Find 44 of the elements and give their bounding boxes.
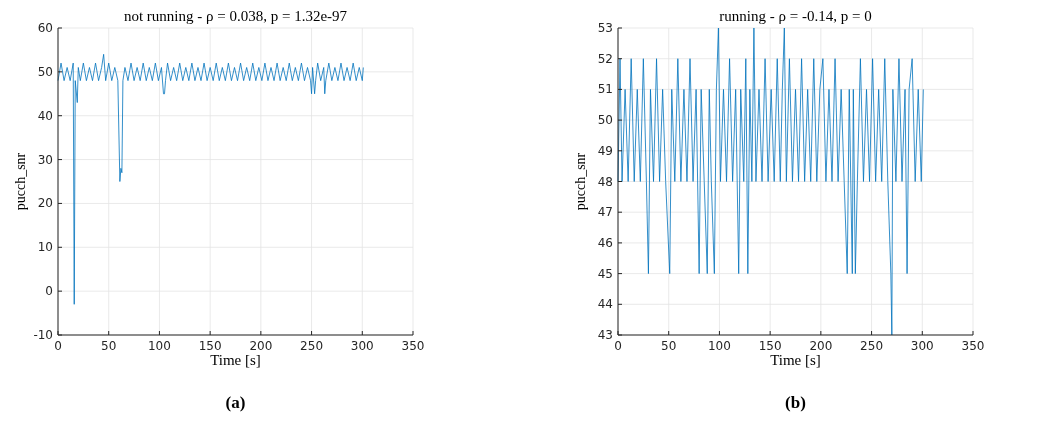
y-tick-label: 49	[597, 143, 613, 158]
x-tick-label: 350	[401, 339, 425, 353]
y-tick-label: 20	[37, 196, 53, 211]
y-tick-label: 60	[37, 21, 53, 35]
x-tick-label: 350	[961, 339, 985, 353]
x-tick-label: 0	[54, 339, 62, 353]
y-tick-label: 48	[597, 174, 613, 189]
y-tick-label: 10	[37, 240, 53, 255]
line-series	[57, 53, 364, 305]
y-tick-label: -10	[33, 328, 53, 342]
y-axis-title: pucch_snr	[573, 152, 588, 211]
x-tick-label: 100	[707, 339, 731, 353]
y-tick-label: 52	[597, 51, 613, 66]
y-tick-label: 53	[597, 21, 613, 35]
x-tick-label: 0	[614, 339, 622, 353]
y-tick-label: 50	[37, 64, 53, 79]
y-axis-title: pucch_snr	[13, 152, 28, 211]
y-tick-label: 51	[597, 82, 613, 97]
x-tick-label: 300	[910, 339, 934, 353]
y-tick-label: 47	[597, 205, 613, 220]
chart-title: not running - ρ = 0.038, p = 1.32e-97	[123, 8, 348, 24]
y-tick-label: 43	[597, 328, 613, 342]
x-axis-title: Time [s]	[770, 352, 821, 368]
y-tick-label: 0	[45, 284, 53, 299]
y-tick-label: 44	[597, 297, 613, 312]
text: (a)	[225, 393, 246, 412]
x-tick-label: 50	[661, 339, 677, 353]
x-tick-label: 250	[860, 339, 884, 353]
chart-title: running - ρ = -0.14, p = 0	[719, 8, 872, 24]
x-tick-label: 250	[300, 339, 324, 353]
x-tick-label: 200	[809, 339, 833, 353]
y-tick-label: 50	[597, 113, 613, 128]
y-tick-label: 46	[597, 235, 613, 250]
y-tick-label: 30	[37, 152, 53, 167]
y-tick-label: 45	[597, 266, 613, 281]
x-tick-label: 200	[249, 339, 273, 353]
x-tick-label: 300	[350, 339, 374, 353]
text: (b)	[785, 393, 806, 412]
x-tick-label: 50	[101, 339, 117, 353]
x-tick-label: 100	[147, 339, 171, 353]
x-tick-label: 150	[758, 339, 782, 353]
x-tick-label: 150	[198, 339, 222, 353]
y-tick-label: 40	[37, 108, 53, 123]
x-axis-title: Time [s]	[210, 352, 261, 368]
